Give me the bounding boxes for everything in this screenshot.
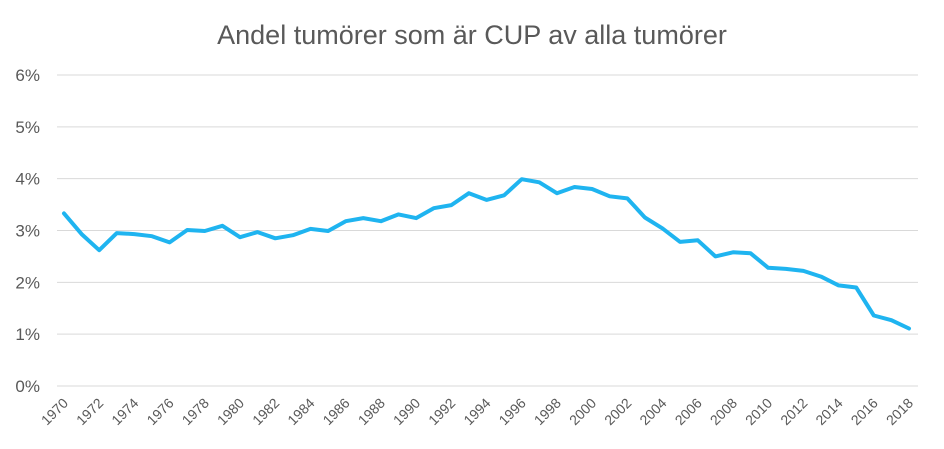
x-tick-label: 2006 — [672, 395, 705, 428]
x-tick-label: 1974 — [108, 395, 141, 428]
y-tick-label: 2% — [15, 273, 40, 292]
series-line — [62, 177, 911, 331]
chart-title: Andel tumörer som är CUP av alla tumörer — [217, 20, 727, 50]
x-tick-label: 1976 — [143, 395, 176, 428]
x-tick-label: 1984 — [284, 395, 317, 428]
x-tick-label: 1970 — [38, 395, 71, 428]
y-tick-label: 3% — [15, 222, 40, 241]
y-tick-label: 6% — [15, 66, 40, 85]
x-tick-label: 1996 — [495, 395, 528, 428]
y-axis-ticks: 0% 1% 2% 3% 4% 5% 6% — [15, 66, 40, 396]
x-axis-ticks: 1970 1972 1974 1976 1978 1980 1982 1984 1986 1988… — [38, 395, 916, 428]
x-tick-label: 1982 — [249, 395, 282, 428]
y-tick-label: 1% — [15, 325, 40, 344]
x-tick-label: 1998 — [531, 395, 564, 428]
x-tick-label: 2018 — [883, 395, 916, 428]
y-tick-label: 5% — [15, 118, 40, 137]
x-tick-label: 1994 — [460, 395, 493, 428]
x-tick-label: 1978 — [179, 395, 212, 428]
x-tick-label: 2012 — [777, 395, 810, 428]
x-tick-label: 1972 — [73, 395, 106, 428]
x-tick-label: 2014 — [812, 395, 845, 428]
x-tick-label: 2004 — [636, 395, 669, 428]
x-tick-label: 2000 — [566, 395, 599, 428]
x-tick-label: 1980 — [214, 395, 247, 428]
x-tick-label: 2010 — [742, 395, 775, 428]
x-tick-label: 1988 — [355, 395, 388, 428]
x-tick-label: 1992 — [425, 395, 458, 428]
y-tick-label: 0% — [15, 377, 40, 396]
x-tick-label: 2016 — [848, 395, 881, 428]
x-tick-label: 1990 — [390, 395, 423, 428]
y-tick-label: 4% — [15, 170, 40, 189]
x-tick-label: 2002 — [601, 395, 634, 428]
x-tick-label: 1986 — [319, 395, 352, 428]
x-tick-label: 2008 — [707, 395, 740, 428]
